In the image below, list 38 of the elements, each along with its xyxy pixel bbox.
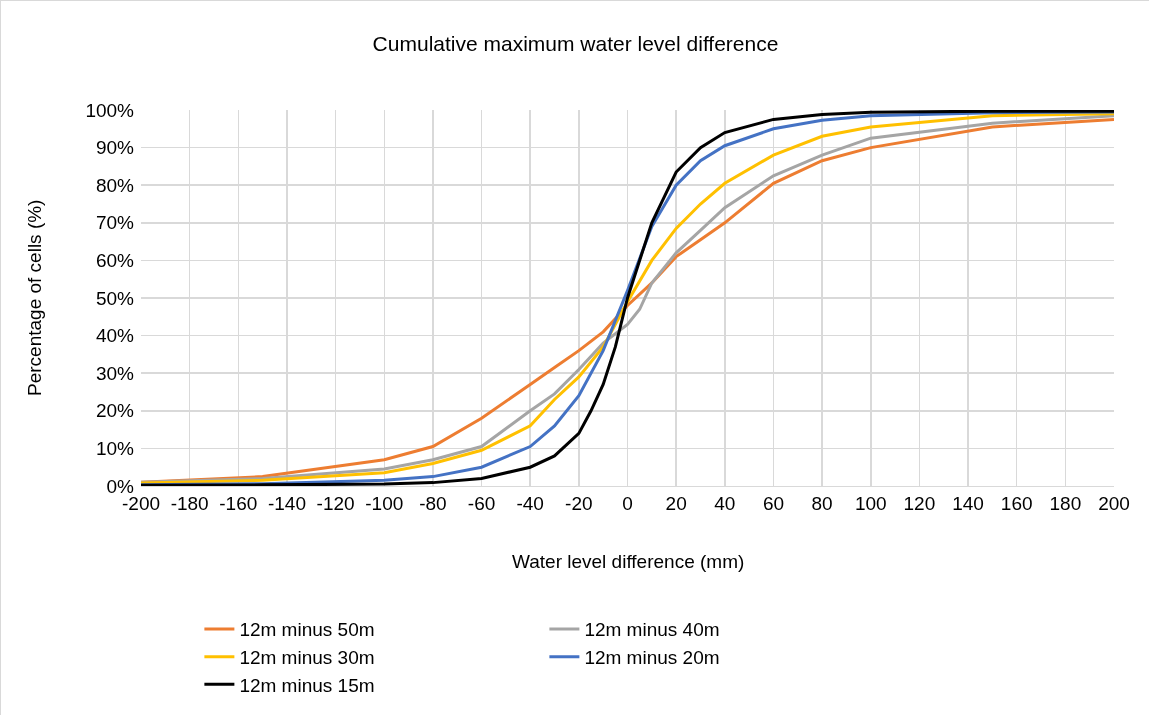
- x-tick-label: -80: [419, 492, 447, 514]
- legend-label: 12m minus 20m: [584, 647, 720, 669]
- y-tick-label: 10%: [95, 438, 135, 460]
- legend-label: 12m minus 50m: [239, 619, 375, 641]
- x-tick-label: -160: [219, 492, 258, 514]
- legend-label: 12m minus 30m: [239, 647, 375, 669]
- y-tick-label: 80%: [95, 174, 135, 196]
- x-tick-label: 180: [1049, 492, 1082, 514]
- y-tick-label: 70%: [95, 212, 135, 234]
- x-tick-label: -60: [467, 492, 496, 514]
- x-tick-label: -40: [516, 492, 544, 514]
- x-tick-label: -120: [316, 492, 355, 514]
- x-tick-label: -140: [267, 492, 306, 514]
- x-tick-label: -180: [170, 492, 209, 514]
- legend-label: 12m minus 15m: [239, 674, 375, 696]
- x-tick-label: 120: [903, 492, 936, 514]
- chart-title: Cumulative maximum water level difference: [372, 32, 779, 56]
- y-tick-label: 100%: [85, 99, 135, 121]
- y-tick-label: 90%: [95, 137, 135, 159]
- x-tick-label: 140: [952, 492, 984, 514]
- x-tick-label: 200: [1098, 492, 1130, 514]
- x-tick-label: 80: [811, 492, 833, 514]
- x-axis-title: Water level difference (mm): [512, 551, 745, 572]
- y-tick-label: 30%: [95, 362, 135, 384]
- y-tick-label: 40%: [95, 325, 135, 347]
- y-tick-label: 50%: [95, 287, 135, 309]
- x-tick-label: 40: [714, 492, 736, 514]
- x-tick-label: -20: [565, 492, 593, 514]
- x-tick-label: 60: [762, 492, 785, 514]
- y-axis-title: Percentage of cells (%): [23, 199, 45, 396]
- x-tick-label: 0: [622, 492, 633, 514]
- x-tick-label: 100: [854, 492, 887, 514]
- x-tick-label: -100: [365, 492, 404, 514]
- x-tick-label: 20: [665, 492, 687, 514]
- legend-label: 12m minus 40m: [584, 619, 720, 641]
- x-tick-label: 160: [1000, 492, 1033, 514]
- y-tick-label: 60%: [95, 250, 135, 272]
- y-tick-label: 20%: [95, 400, 135, 422]
